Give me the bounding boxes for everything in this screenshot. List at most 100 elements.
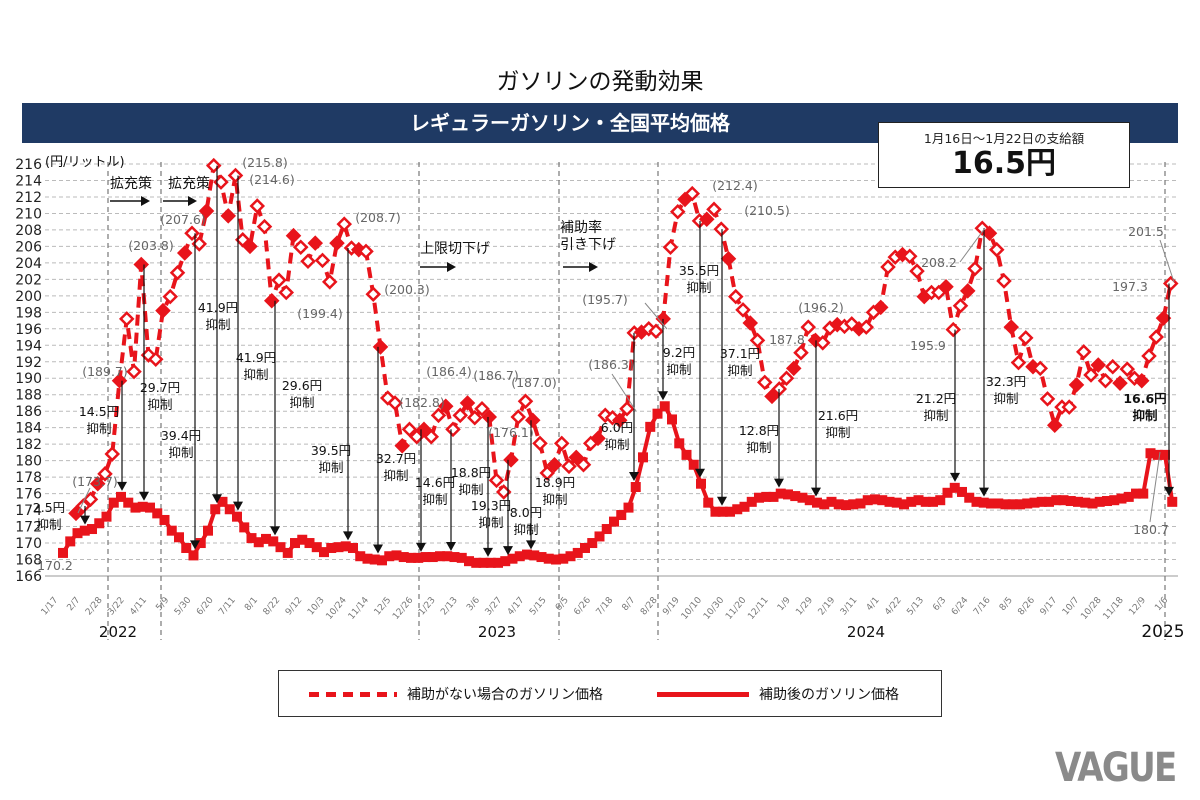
suppression-amount-label: 41.9円 — [198, 300, 238, 315]
data-point-without-subsidy — [546, 456, 563, 473]
data-point-with-subsidy — [986, 498, 996, 509]
x-tick-label: 1/23 — [417, 596, 438, 618]
x-tick-label: 1/6 — [1153, 595, 1170, 613]
suppression-arrow-head — [233, 501, 243, 511]
value-label-leader — [959, 227, 986, 263]
data-point-without-subsidy — [234, 232, 251, 248]
y-tick-label: 180 — [15, 454, 42, 470]
data-point-with-subsidy — [224, 504, 235, 515]
data-point-without-subsidy — [372, 339, 389, 355]
data-point-without-subsidy — [329, 235, 345, 251]
x-tick-label: 7/16 — [972, 595, 993, 617]
data-point-without-subsidy — [307, 235, 324, 251]
suppression-amount-label: 16.6円 — [1123, 391, 1166, 406]
suppression-amount-label: 35.5円 — [679, 263, 719, 278]
data-point-without-subsidy — [539, 465, 556, 481]
data-point-with-subsidy — [449, 552, 460, 563]
value-label: (200.3) — [384, 282, 430, 297]
data-point-without-subsidy — [901, 248, 918, 265]
series-line-without-subsidy — [74, 158, 1173, 515]
data-point-without-subsidy — [278, 284, 295, 301]
suppression-text-label: 抑制 — [422, 492, 447, 507]
value-label: (196.2) — [798, 300, 844, 315]
data-point-with-subsidy — [1065, 496, 1076, 507]
data-point-with-subsidy — [739, 501, 750, 512]
data-point-with-subsidy — [514, 551, 525, 562]
data-point-with-subsidy — [877, 495, 888, 506]
x-tick-label: 2/13 — [439, 596, 460, 618]
suppression-arrow-head — [139, 491, 149, 501]
data-point-without-subsidy — [684, 185, 701, 202]
data-point-with-subsidy — [855, 498, 866, 509]
data-point-without-subsidy — [147, 351, 164, 368]
data-point-with-subsidy — [203, 525, 213, 536]
data-point-without-subsidy — [1133, 372, 1150, 389]
suppression-text-label: 抑制 — [993, 391, 1018, 406]
data-point-with-subsidy — [377, 555, 387, 566]
data-point-with-subsidy — [427, 552, 438, 563]
data-point-with-subsidy — [261, 533, 271, 544]
suppression-arrow-head — [446, 542, 456, 552]
data-point-with-subsidy — [696, 478, 706, 489]
data-point-with-subsidy — [1036, 496, 1047, 507]
data-point-with-subsidy — [812, 497, 822, 508]
data-point-with-subsidy — [1015, 499, 1025, 510]
data-point-without-subsidy — [314, 252, 331, 269]
suppression-text-label: 抑制 — [1132, 408, 1157, 423]
data-point-with-subsidy — [928, 496, 938, 507]
y-tick-label: 196 — [15, 322, 42, 338]
data-point-with-subsidy — [159, 514, 170, 525]
data-point-with-subsidy — [826, 496, 837, 507]
x-tick-label: 2/28 — [84, 595, 105, 617]
data-point-without-subsidy — [263, 293, 280, 309]
data-point-with-subsidy — [746, 496, 757, 507]
policy-annotation-label: 引き下げ — [560, 237, 616, 253]
suppression-amount-label: 14.6円 — [415, 475, 455, 490]
policy-arrow-head — [141, 196, 150, 206]
data-point-with-subsidy — [935, 495, 946, 506]
suppression-text-label: 抑制 — [147, 397, 172, 412]
suppression-text-label: 抑制 — [666, 362, 691, 377]
value-label: (212.4) — [712, 178, 758, 193]
dashed-line-swatch — [309, 691, 397, 697]
data-point-with-subsidy — [1000, 499, 1011, 510]
data-point-with-subsidy — [174, 532, 184, 543]
suppression-arrow-head — [1164, 486, 1174, 496]
data-point-with-subsidy — [681, 449, 692, 460]
data-point-with-subsidy — [710, 506, 721, 517]
data-point-without-subsidy — [1083, 367, 1099, 383]
x-tick-label: 5/13 — [905, 596, 926, 618]
value-label: (199.4) — [297, 306, 343, 321]
data-point-with-subsidy — [130, 502, 141, 513]
suppression-amount-label: 39.5円 — [311, 443, 351, 458]
data-point-without-subsidy — [662, 239, 679, 255]
data-point-with-subsidy — [398, 552, 409, 563]
suppression-text-label: 抑制 — [746, 440, 771, 455]
data-point-with-subsidy — [72, 528, 83, 539]
data-point-without-subsidy — [126, 363, 142, 380]
suppression-text-label: 抑制 — [168, 445, 193, 460]
data-point-with-subsidy — [754, 492, 764, 503]
x-tick-label: 12/5 — [373, 596, 394, 618]
data-point-with-subsidy — [775, 488, 786, 499]
x-tick-label: 7/11 — [217, 596, 238, 618]
y-tick-label: 194 — [15, 338, 42, 354]
data-point-with-subsidy — [253, 537, 264, 548]
data-point-without-subsidy — [568, 449, 585, 466]
data-point-without-subsidy — [474, 400, 490, 417]
data-point-without-subsidy — [735, 302, 751, 318]
data-point-without-subsidy — [996, 273, 1012, 289]
data-point-without-subsidy — [285, 227, 302, 244]
data-point-with-subsidy — [522, 549, 532, 560]
suppression-amount-label: 29.7円 — [140, 380, 180, 395]
x-tick-label: 2/7 — [66, 596, 83, 614]
y-tick-label: 204 — [15, 256, 42, 272]
data-point-without-subsidy — [169, 265, 186, 281]
data-point-with-subsidy — [101, 511, 112, 522]
y-tick-label: 212 — [15, 190, 42, 206]
data-point-with-subsidy — [290, 538, 300, 549]
data-point-without-subsidy — [988, 241, 1005, 258]
y-tick-label: 214 — [15, 173, 42, 189]
data-point-without-subsidy — [1141, 348, 1157, 364]
data-point-without-subsidy — [423, 428, 440, 445]
